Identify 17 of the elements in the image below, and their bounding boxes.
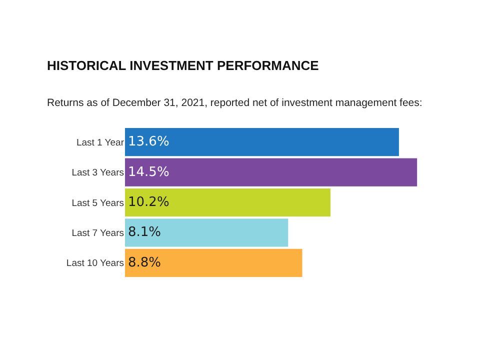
y-tick-label: Last 3 Years xyxy=(72,168,124,179)
chart-subtitle: Returns as of December 31, 2021, reported net of investment management fees: xyxy=(47,97,422,109)
data-label: 13.6% xyxy=(128,134,170,150)
data-label: 8.1% xyxy=(128,225,162,240)
bar xyxy=(125,128,399,156)
bar xyxy=(125,248,302,277)
y-tick-label: Last 5 Years xyxy=(72,198,124,209)
data-label: 14.5% xyxy=(128,164,170,180)
data-label: 8.8% xyxy=(128,255,162,270)
bar xyxy=(125,188,330,217)
data-label: 10.2% xyxy=(128,195,170,210)
bar xyxy=(125,158,418,186)
bar xyxy=(125,218,288,247)
y-tick-label: Last 10 Years xyxy=(66,258,124,270)
y-tick-label: Last 1 Year xyxy=(76,137,124,148)
y-tick-label: Last 7 Years xyxy=(72,228,124,240)
chart-title: HISTORICAL INVESTMENT PERFORMANCE xyxy=(47,58,320,73)
